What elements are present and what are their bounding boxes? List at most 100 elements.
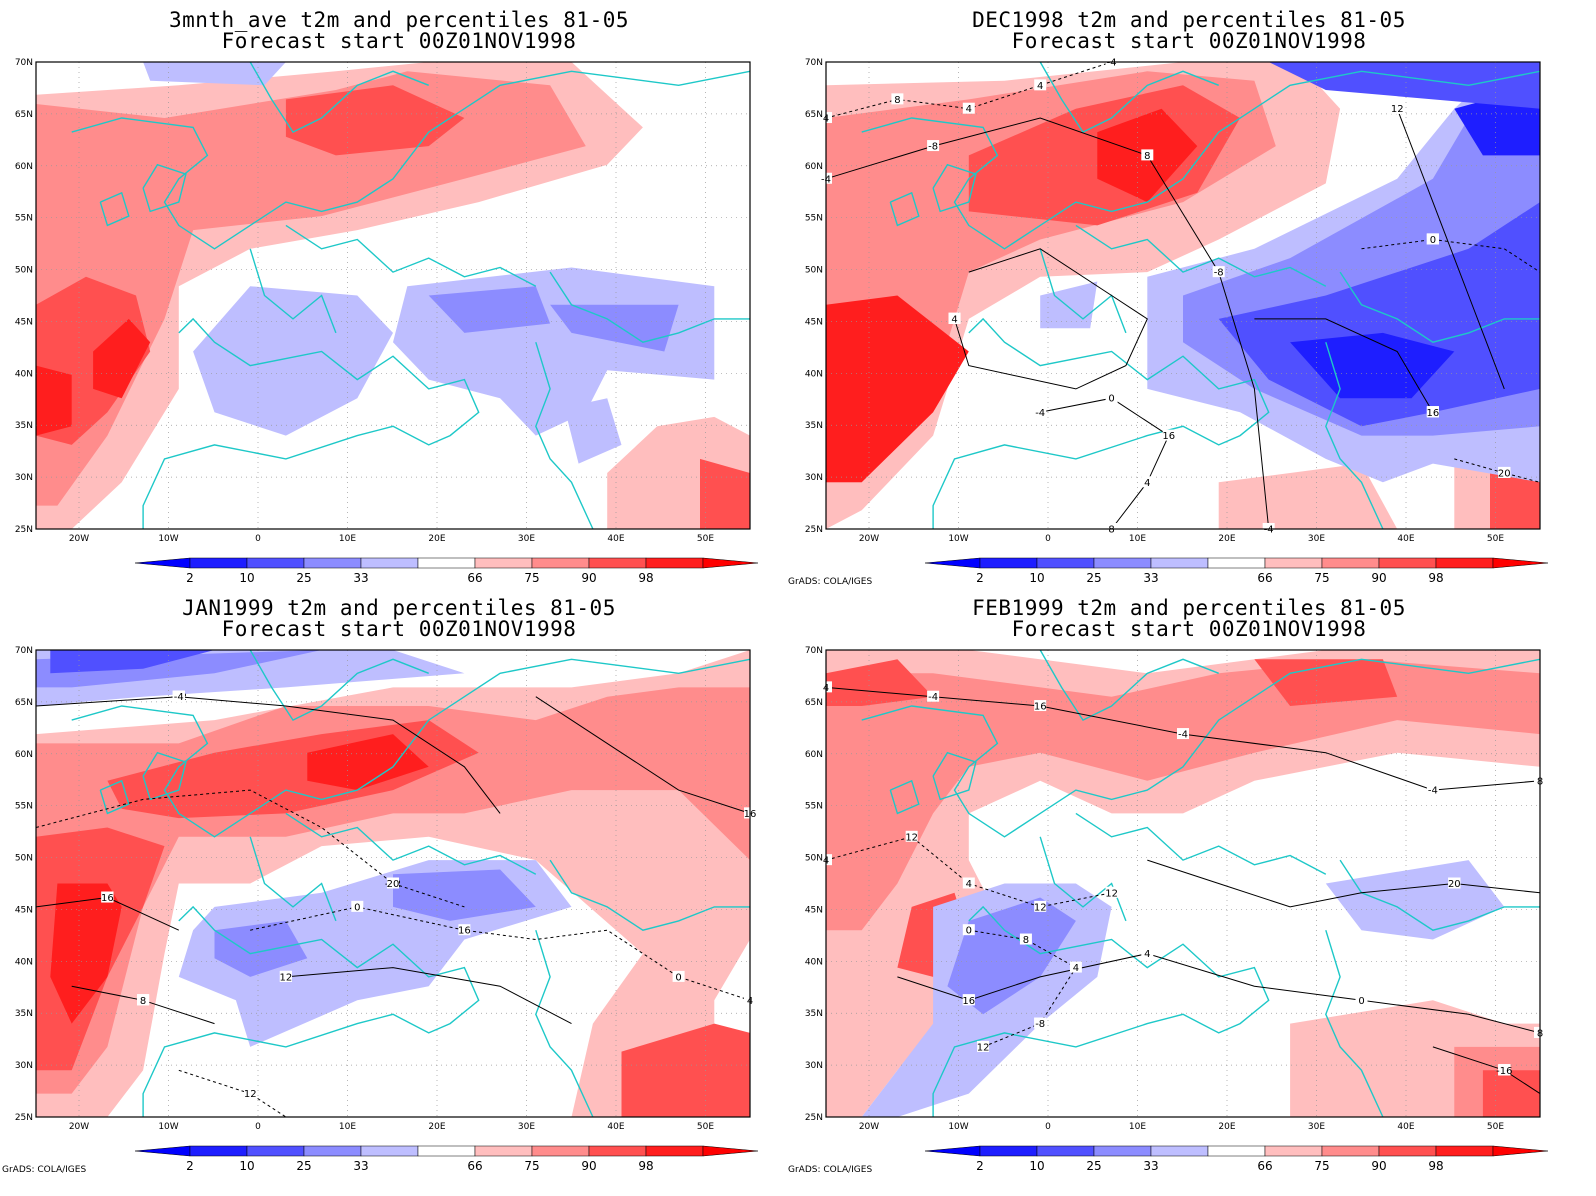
- latitude-tick-label: 35N: [15, 1009, 33, 1019]
- longitude-tick-label: 40E: [607, 534, 624, 544]
- percentile-shading: [826, 295, 969, 483]
- contour-label: -8: [928, 142, 938, 153]
- latitude-tick-label: 30N: [805, 1061, 823, 1071]
- contour-label: 0: [1108, 394, 1114, 405]
- latitude-tick-label: 65N: [15, 698, 33, 708]
- colorbar-segment: [588, 557, 647, 569]
- contour-label-bg: [1498, 1064, 1511, 1076]
- contour-label: -8: [1214, 268, 1224, 279]
- latitude-tick-label: 40N: [805, 957, 823, 967]
- longitude-tick-label: 40E: [1397, 534, 1414, 544]
- longitude-tick-label: 10E: [339, 534, 356, 544]
- colorbar-label: 66: [1257, 571, 1272, 585]
- coastline: [932, 905, 1270, 1117]
- colorbar: 2 10 25 33 66 75 90 98: [134, 1145, 759, 1173]
- coastline: [932, 751, 977, 801]
- colorbar-arrow-high: [702, 557, 759, 569]
- contour-label-bg: [137, 994, 150, 1006]
- percentile-shading: [285, 85, 465, 156]
- temperature-contour: [897, 953, 1541, 1034]
- contour-label: 4: [966, 104, 972, 115]
- colorbar-label: 25: [1086, 571, 1101, 585]
- colorbar-label: 10: [239, 1159, 254, 1173]
- colorbar-label: 66: [1257, 1159, 1272, 1173]
- colorbar-segment: [1036, 1145, 1095, 1157]
- coastline: [142, 751, 187, 801]
- colorbar-label: 10: [1029, 1159, 1044, 1173]
- coastline: [142, 905, 480, 1117]
- map-plot: -12-8-404-4-80-4481216812480440812812-12…: [35, 649, 756, 1118]
- temperature-contour: [954, 248, 1148, 390]
- contour-label-bg: [387, 877, 399, 889]
- colorbar: 2 10 25 33 66 75 90 98: [134, 557, 759, 585]
- contour-label: 4: [1144, 949, 1150, 960]
- contour-label: 8: [894, 95, 900, 106]
- coastline: [142, 163, 187, 213]
- contour-label-bg: [172, 690, 185, 702]
- longitude-tick-label: 20W: [859, 1122, 879, 1132]
- colorbar-segment: [979, 1145, 1038, 1157]
- contour-label-bg: [244, 1087, 257, 1099]
- latitude-tick-label: 25N: [15, 1113, 33, 1123]
- latitude-tick-label: 45N: [805, 905, 823, 915]
- colorbar-segment: [1150, 557, 1209, 569]
- latitude-tick-label: 30N: [15, 1061, 33, 1071]
- colorbar-label: 25: [296, 571, 311, 585]
- contour-label: -4: [1178, 730, 1188, 741]
- plot-frame: [35, 649, 751, 1118]
- contour-label-bg: [1426, 784, 1439, 796]
- colorbar-label: 2: [976, 571, 984, 585]
- contour-label: 16: [1427, 408, 1440, 419]
- percentile-shading: [1218, 202, 1540, 427]
- colorbar-segment: [417, 1145, 476, 1157]
- contour-label-bg: [1034, 900, 1047, 912]
- colorbar-label: 2: [976, 1159, 984, 1173]
- contour-label: 12: [280, 972, 293, 983]
- percentile-shading: [621, 1023, 750, 1117]
- longitude-tick-label: 20E: [428, 1122, 445, 1132]
- contour-label: -4: [928, 692, 938, 703]
- colorbar-arrow-low: [134, 557, 191, 569]
- contour-label-bg: [1426, 233, 1439, 245]
- latitude-tick-label: 45N: [805, 317, 823, 327]
- contour-label: 0: [966, 926, 972, 937]
- latitude-tick-label: 60N: [15, 750, 33, 760]
- colorbar-segment: [1093, 557, 1152, 569]
- temperature-contour: [1254, 318, 1434, 413]
- colorbar-label: 75: [1314, 571, 1329, 585]
- contour-label: 16: [962, 996, 975, 1007]
- colorbar-segment: [1207, 557, 1266, 569]
- panel-title: DEC1998 t2m and percentiles 81-05: [972, 8, 1406, 32]
- contour-label-bg: [458, 924, 471, 936]
- grads-credit: GrADS: COLA/IGES: [2, 1165, 87, 1175]
- latitude-tick-label: 35N: [805, 421, 823, 431]
- contour-label: 16: [1162, 431, 1175, 442]
- coastline: [1075, 812, 1327, 875]
- colorbar-segment: [979, 557, 1038, 569]
- percentile-shading: [700, 458, 750, 529]
- longitude-tick-label: 20W: [69, 534, 89, 544]
- contour-label-bg: [1034, 79, 1047, 91]
- colorbar-label: 75: [524, 1159, 539, 1173]
- panel-title: FEB1999 t2m and percentiles 81-05: [972, 596, 1406, 620]
- contour-label: 8: [140, 996, 146, 1007]
- contour-label-bg: [1177, 728, 1189, 740]
- longitude-tick-label: 30E: [1308, 1122, 1325, 1132]
- coastline: [549, 859, 750, 931]
- coastline: [889, 779, 920, 815]
- contour-label-bg: [1355, 994, 1368, 1006]
- contour-label: 4: [951, 314, 957, 325]
- latitude-tick-label: 70N: [805, 646, 823, 656]
- latitude-tick-label: 25N: [805, 1113, 823, 1123]
- longitude-tick-label: 30E: [518, 1122, 535, 1132]
- temperature-contour: [178, 1069, 287, 1118]
- colorbar-segment: [1321, 1145, 1380, 1157]
- latitude-tick-label: 55N: [15, 802, 33, 812]
- colorbar-segment: [645, 1145, 704, 1157]
- contour-label-bg: [672, 970, 685, 982]
- contour-label: 20: [1448, 879, 1461, 890]
- percentile-map: -8-4-8-4-804-4-8408121604-44048121248812…: [805, 56, 1549, 585]
- colorbar-arrow-low: [924, 557, 981, 569]
- longitude-tick-label: 10W: [158, 1122, 178, 1132]
- latitude-tick-label: 35N: [15, 421, 33, 431]
